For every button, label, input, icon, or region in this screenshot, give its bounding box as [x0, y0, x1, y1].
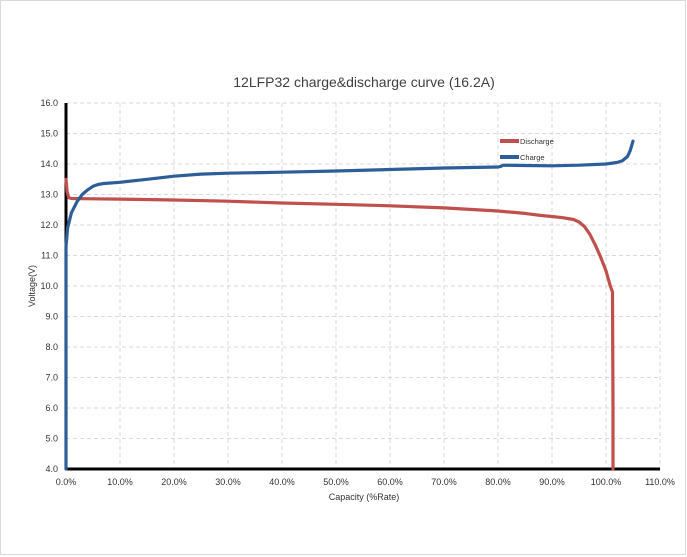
gridlines	[66, 102, 661, 469]
y-tick-label: 9.0	[45, 312, 58, 322]
legend-label: Charge	[520, 153, 545, 162]
y-tick-label: 16.0	[40, 98, 58, 108]
y-tick-label: 6.0	[45, 403, 58, 413]
y-tick-label: 15.0	[40, 129, 58, 139]
chart-title: 12LFP32 charge&discharge curve (16.2A)	[233, 74, 494, 90]
x-tick-label: 0.0%	[56, 477, 77, 487]
y-tick-label: 5.0	[45, 434, 58, 444]
y-tick-label: 7.0	[45, 373, 58, 383]
legend: Discharge Charge	[500, 137, 554, 162]
legend-label: Discharge	[520, 137, 554, 146]
y-tick-label: 13.0	[40, 190, 58, 200]
x-tick-label: 20.0%	[161, 477, 187, 487]
series-lines	[64, 139, 635, 471]
y-tick-label: 11.0	[41, 251, 58, 261]
x-tick-label: 10.0%	[107, 477, 133, 487]
y-tick-label: 10.0	[40, 281, 58, 291]
x-tick-label: 70.0%	[431, 477, 457, 487]
y-tick-label: 4.0	[45, 464, 58, 474]
y-axis-title: Voltage(V)	[27, 265, 37, 307]
x-axis-title: Capacity (%Rate)	[329, 492, 400, 502]
series-line-charge	[64, 139, 635, 471]
x-tick-label: 50.0%	[323, 477, 349, 487]
x-tick-label: 60.0%	[377, 477, 403, 487]
x-tick-label: 90.0%	[539, 477, 565, 487]
x-tick-label: 30.0%	[215, 477, 241, 487]
y-axis-tick-labels: 4.0 5.0 6.0 7.0 8.0 9.0 10.0 11.0 12.0 13.0 14.0 15…	[40, 98, 58, 474]
x-tick-label: 100.0%	[591, 477, 622, 487]
x-tick-label: 80.0%	[485, 477, 511, 487]
y-tick-label: 14.0	[40, 159, 58, 169]
y-tick-label: 8.0	[45, 342, 58, 352]
x-tick-label: 40.0%	[269, 477, 295, 487]
y-tick-label: 12.0	[40, 220, 58, 230]
x-axis-tick-labels: 0.0% 10.0% 20.0% 30.0% 40.0% 50.0% 60.0% 70.0% 8…	[56, 477, 675, 487]
x-tick-label: 110.0%	[645, 477, 675, 487]
series-line-discharge	[64, 177, 615, 471]
